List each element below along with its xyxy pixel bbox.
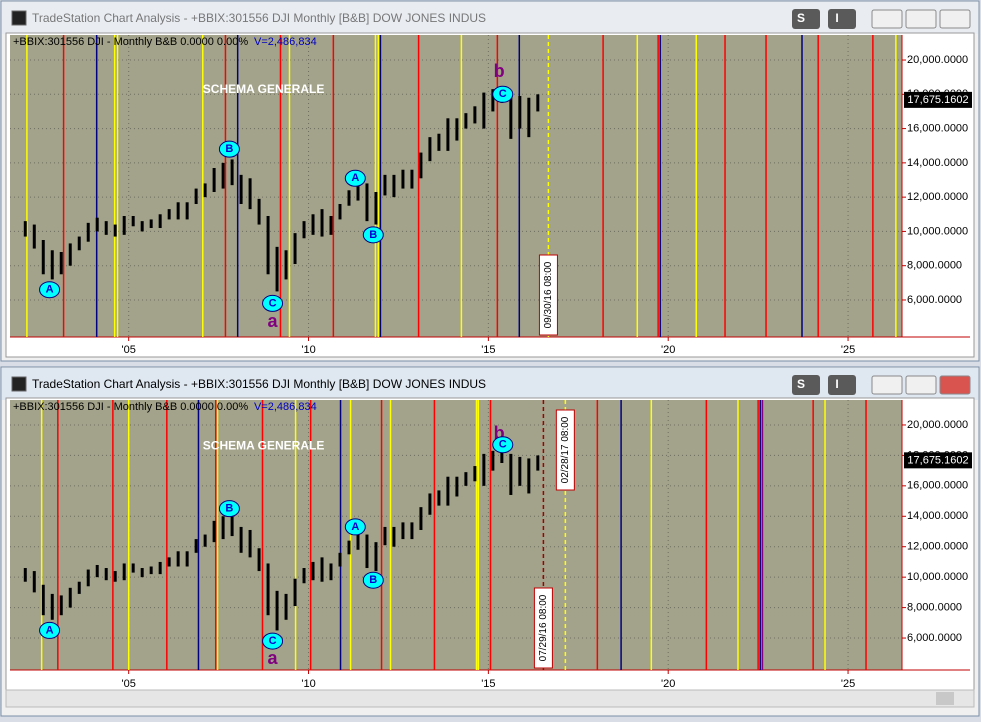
wave-label: SCHEMA GENERALE bbox=[203, 82, 325, 96]
date-label: 07/29/16 08:00 bbox=[538, 594, 549, 661]
date-label: 02/28/17 08:00 bbox=[560, 416, 571, 483]
menu-button[interactable] bbox=[792, 9, 820, 29]
plot-area bbox=[10, 400, 902, 670]
wave-label: B bbox=[225, 143, 233, 155]
minimize-button[interactable] bbox=[871, 9, 903, 29]
wave-marker bbox=[492, 436, 514, 454]
wave-marker bbox=[344, 518, 366, 536]
wave-label: B bbox=[369, 229, 377, 241]
price-axis bbox=[902, 400, 972, 670]
menu-button-label[interactable]: I bbox=[835, 377, 838, 391]
x-tick-label: '05 bbox=[122, 344, 136, 356]
wave-marker bbox=[492, 85, 514, 103]
last-price-box bbox=[904, 91, 972, 108]
menu-button[interactable] bbox=[828, 9, 856, 29]
wave-marker bbox=[39, 621, 61, 639]
x-tick-label: '25 bbox=[841, 344, 855, 356]
wave-marker bbox=[262, 294, 284, 312]
wave-label: B bbox=[369, 574, 377, 586]
y-tick-label: 20,000.0000 bbox=[907, 419, 968, 431]
date-label-box bbox=[555, 409, 575, 491]
y-tick-label: 14,000.0000 bbox=[907, 510, 968, 522]
close-button[interactable] bbox=[939, 375, 971, 395]
wave-marker bbox=[218, 500, 240, 518]
wave-label: A bbox=[46, 284, 54, 296]
minimize-button[interactable] bbox=[871, 375, 903, 395]
wave-label: C bbox=[499, 439, 507, 451]
wave-label: C bbox=[269, 297, 277, 309]
wave-label: B bbox=[225, 503, 233, 515]
y-tick-label: 14,000.0000 bbox=[907, 157, 968, 169]
y-tick-label: 12,000.0000 bbox=[907, 191, 968, 203]
wave-label: A bbox=[351, 172, 359, 184]
wave-label: b bbox=[494, 61, 505, 81]
date-label-box bbox=[533, 587, 553, 669]
wave-marker bbox=[39, 281, 61, 299]
wave-marker bbox=[362, 571, 384, 589]
date-label-box bbox=[538, 254, 558, 336]
x-tick-label: '10 bbox=[301, 678, 315, 690]
wave-marker bbox=[362, 226, 384, 244]
wave-marker bbox=[218, 140, 240, 158]
chart-header: +BBIX:301556 DJI - Monthly B&B 0.0000 0.… bbox=[13, 36, 248, 48]
wave-label: C bbox=[269, 635, 277, 647]
last-price-label: 17,675.1602 bbox=[907, 94, 968, 106]
y-tick-label: 10,000.0000 bbox=[907, 571, 968, 583]
y-tick-label: 6,000.0000 bbox=[907, 294, 962, 306]
wave-marker bbox=[262, 632, 284, 650]
menu-button[interactable] bbox=[792, 375, 820, 395]
x-tick-label: '20 bbox=[661, 678, 675, 690]
scroll-thumb[interactable] bbox=[936, 692, 954, 705]
y-tick-label: 6,000.0000 bbox=[907, 632, 962, 644]
y-tick-label: 10,000.0000 bbox=[907, 225, 968, 237]
price-axis bbox=[902, 35, 972, 337]
volume-label: V=2,486,834 bbox=[254, 401, 317, 413]
plot-area bbox=[10, 35, 902, 337]
wave-label: A bbox=[46, 624, 54, 636]
x-tick-label: '05 bbox=[122, 678, 136, 690]
y-tick-label: 16,000.0000 bbox=[907, 122, 968, 134]
close-button[interactable] bbox=[939, 9, 971, 29]
chart-header: +BBIX:301556 DJI - Monthly B&B 0.0000 0.… bbox=[13, 401, 248, 413]
maximize-button[interactable] bbox=[905, 375, 937, 395]
app-icon bbox=[11, 10, 27, 26]
date-label: 09/30/16 08:00 bbox=[543, 261, 554, 328]
wave-label: b bbox=[494, 423, 505, 443]
x-tick-label: '15 bbox=[481, 344, 495, 356]
menu-button-label[interactable]: S bbox=[797, 11, 805, 25]
menu-button[interactable] bbox=[828, 375, 856, 395]
wave-label: SCHEMA GENERALE bbox=[203, 438, 325, 452]
y-tick-label: 12,000.0000 bbox=[907, 541, 968, 553]
window-title: TradeStation Chart Analysis - +BBIX:3015… bbox=[32, 377, 486, 391]
maximize-button[interactable] bbox=[905, 9, 937, 29]
y-tick-label: 8,000.0000 bbox=[907, 260, 962, 272]
menu-button-label[interactable]: S bbox=[797, 377, 805, 391]
y-tick-label: 16,000.0000 bbox=[907, 480, 968, 492]
y-tick-label: 20,000.0000 bbox=[907, 54, 968, 66]
x-tick-label: '15 bbox=[481, 678, 495, 690]
last-price-label: 17,675.1602 bbox=[907, 454, 968, 466]
wave-label: a bbox=[268, 648, 279, 668]
app-icon bbox=[11, 376, 27, 392]
scrollbar[interactable] bbox=[5, 689, 975, 708]
wave-label: a bbox=[268, 311, 279, 331]
menu-button-label[interactable]: I bbox=[835, 11, 838, 25]
window-title: TradeStation Chart Analysis - +BBIX:3015… bbox=[32, 11, 486, 25]
wave-label: C bbox=[499, 88, 507, 100]
last-price-box bbox=[904, 452, 972, 469]
wave-label: A bbox=[351, 521, 359, 533]
x-tick-label: '25 bbox=[841, 678, 855, 690]
x-tick-label: '10 bbox=[301, 344, 315, 356]
volume-label: V=2,486,834 bbox=[254, 36, 317, 48]
wave-marker bbox=[344, 169, 366, 187]
x-tick-label: '20 bbox=[661, 344, 675, 356]
y-tick-label: 8,000.0000 bbox=[907, 602, 962, 614]
